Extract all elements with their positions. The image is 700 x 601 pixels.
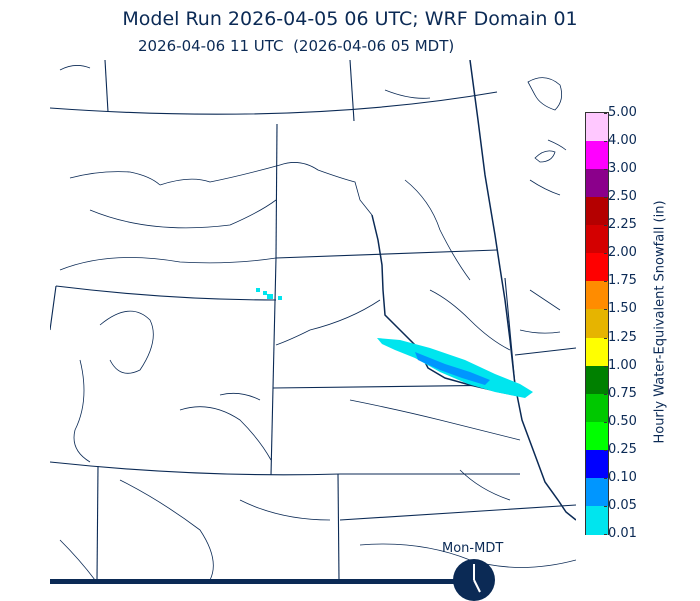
timeline-label: Mon-MDT [442,541,504,556]
colorbar-tick-label: 1.50 [604,301,637,317]
clock-icon [453,559,495,601]
colorbar-tick-label: 0.75 [604,385,637,401]
colorbar-tick-label: 0.25 [604,441,637,457]
colorbar-tick-label: 0.05 [604,497,637,513]
colorbar-tick-label: 2.50 [604,189,637,205]
snowfall-band [256,288,533,398]
colorbar-segment [586,169,608,199]
colorbar-segment [586,225,608,255]
colorbar-tick-label: 0.10 [604,469,637,485]
colorbar-tick-label: 3.00 [604,161,637,177]
colorbar-segment [586,393,608,423]
colorbar-tick-label: 1.75 [604,273,637,289]
colorbar-tick-label: 0.50 [604,413,637,429]
colorbar-tick-label: 1.00 [604,357,637,373]
timeline-bar [50,579,470,584]
map-subtitle: 2026-04-06 11 UTC (2026-04-06 05 MDT) [138,37,455,55]
minor-rivers [59,89,576,580]
colorbar [585,112,609,535]
colorbar-tick-label: 2.00 [604,245,637,261]
colorbar-segment [586,365,608,395]
colorbar-tick-label: 4.00 [604,133,637,149]
colorbar-segment [586,141,608,171]
colorbar-segment [586,281,608,311]
colorbar-segment [586,505,608,535]
colorbar-segment [586,113,608,142]
colorbar-tick-label: 5.00 [604,105,637,120]
map-title: Model Run 2026-04-05 06 UTC; WRF Domain … [122,8,578,30]
colorbar-segment [586,449,608,479]
colorbar-segment [586,309,608,339]
lakes [59,65,563,163]
colorbar-segment [586,477,608,507]
major-rivers [371,60,576,521]
colorbar-segment [586,253,608,283]
colorbar-label: Hourly Water-Equivalent Snowfall (in) [652,200,668,444]
state-boundaries [50,60,576,580]
colorbar-segment [586,337,608,367]
colorbar-segment [586,197,608,227]
colorbar-tick-label: 2.25 [604,217,637,233]
colorbar-segment [586,421,608,451]
colorbar-tick-label: 1.25 [604,329,637,345]
colorbar-tick-label: 0.01 [604,526,637,541]
